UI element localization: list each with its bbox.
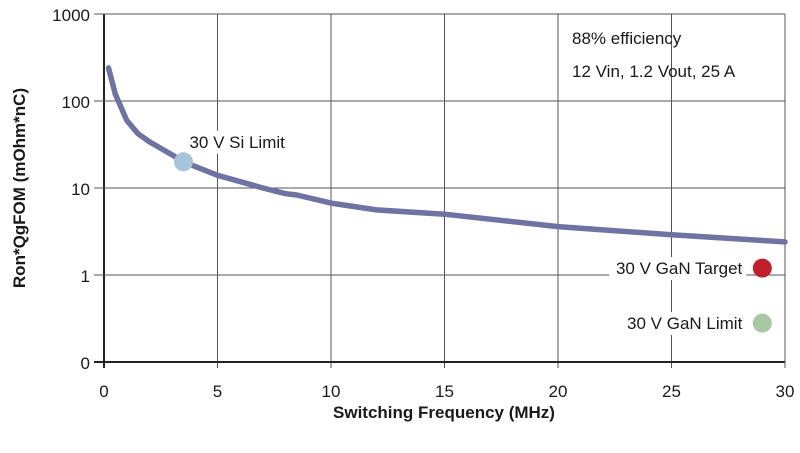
x-tick-label: 5 [213,382,222,401]
x-axis-label: Switching Frequency (MHz) [333,403,555,422]
x-tick-label: 25 [662,382,681,401]
markers: 30 V Si Limit 30 V GaN Target 30 V GaN Lim… [173,130,772,336]
marker-point [752,258,772,278]
x-tick-label: 10 [322,382,341,401]
marker-point [752,313,772,333]
y-tick-label: 1000 [52,6,90,25]
marker-point [173,152,193,172]
annotation-conditions: 12 Vin, 1.2 Vout, 25 A [572,62,736,81]
y-axis-label: Ron*QgFOM (mOhm*nC) [10,88,29,288]
marker-label-bg [609,257,747,281]
x-tick-label: 20 [549,382,568,401]
marker-label: 30 V GaN Limit [627,314,743,333]
x-tick-label: 30 [776,382,795,401]
marker-label-bg [185,130,306,154]
marker-label: 30 V GaN Target [616,259,743,278]
x-tick-label: 15 [435,382,454,401]
y-tick-label: 10 [71,180,90,199]
y-tick-label: 100 [62,93,90,112]
y-tick-label: 1 [81,267,90,286]
annotation-efficiency: 88% efficiency [572,29,682,48]
marker-label: 30 V Si Limit [189,133,285,152]
series-line [105,65,788,245]
y-tick-label: 0 [81,354,90,373]
marker-label-bg [617,312,747,336]
grid [94,13,786,368]
x-tick-label: 0 [99,382,108,401]
